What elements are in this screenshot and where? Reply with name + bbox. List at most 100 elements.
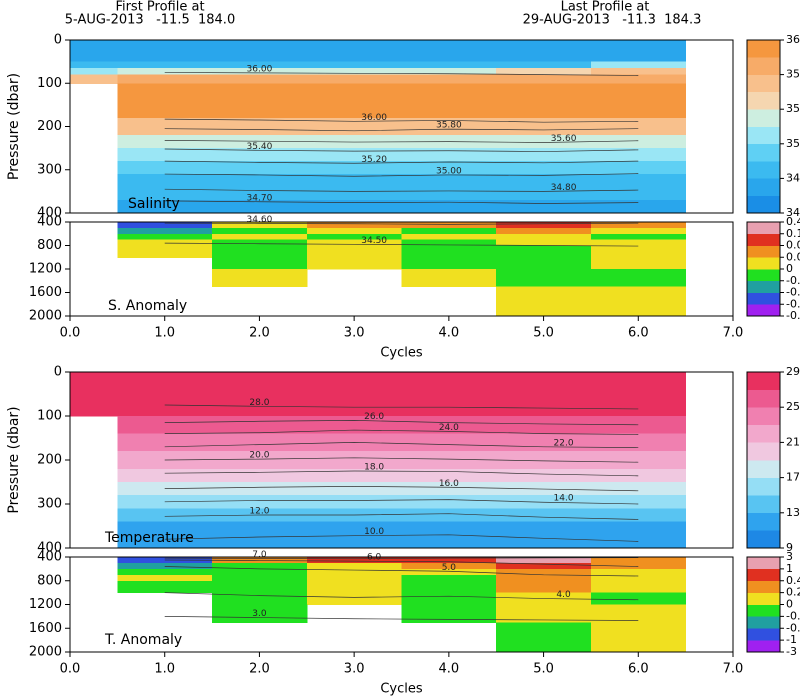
x-tick-label: 2.0 [249,326,270,341]
y-tick-label: 400 [37,215,62,230]
cell [496,245,592,258]
cell [117,83,213,119]
colorbar-band [747,233,780,246]
cell [590,227,687,235]
cell [117,433,213,452]
cell [496,521,592,536]
contour-label: 7.0 [252,550,267,560]
cell [496,239,592,246]
cell [590,187,687,201]
cell [117,174,213,188]
contour-label: 6.0 [367,553,382,563]
cell [590,135,687,149]
contour-label: 36.00 [361,113,387,123]
cell [306,233,402,241]
cell [496,534,592,549]
cell [212,200,308,214]
cell [306,482,402,496]
cell [306,245,402,258]
contour-label: 12.0 [249,507,269,517]
cell [401,482,497,496]
colorbar-tick-label: -0.08 [786,286,800,299]
contour-label: 18.0 [364,463,384,473]
x-tick-label: 6.0 [628,326,649,341]
cell [401,74,497,84]
y-tick-label: 200 [37,119,62,134]
contour [164,160,639,164]
cell [590,562,687,570]
cell [590,482,687,496]
contour [164,592,639,601]
cell [590,557,687,564]
colorbar-tick-label: 36.3 [786,33,800,46]
cell [306,451,402,470]
colorbar-band [747,178,780,196]
contour-label: 28.0 [249,398,269,408]
cell [590,174,687,188]
contour [164,242,639,247]
x-tick-label: 3.0 [344,326,365,341]
colorbar-tick-label: 0.15 [786,227,800,240]
colorbar-tick-label: 21 [786,435,800,448]
cell [212,574,308,582]
colorbar-band [747,557,780,570]
cell [496,468,592,483]
cell [590,222,687,229]
colorbar-band [747,143,780,162]
cell [306,187,402,201]
colorbar-band [747,442,780,461]
cell [117,40,213,63]
cell [306,592,402,605]
contour [164,420,639,426]
contour-label: 34.50 [361,236,387,246]
cell [590,574,687,582]
cell [70,74,118,84]
cell [212,604,308,623]
y-tick-label: 800 [37,238,62,253]
cell [117,372,213,417]
cell [590,233,687,241]
cell [590,68,687,76]
colorbar-tick-label: 0.03 [786,250,800,263]
cell [401,174,497,188]
colorbar-band [747,580,780,593]
panel-label: Salinity [128,196,180,212]
colorbar-band [747,257,780,270]
colorbar-tick-label: 34.94 [786,171,800,184]
cell [212,174,308,188]
colorbar-band [747,195,780,214]
colorbar-band [747,568,780,582]
colorbar-band [747,222,780,235]
contour-label: 35.20 [361,155,387,165]
first-profile-info: 5-AUG-2013 -11.5 184.0 [65,13,235,28]
cell [496,286,592,317]
cell [401,557,497,564]
cell [306,148,402,162]
cell [590,239,687,246]
cell [212,161,308,175]
colorbar-band [747,304,780,317]
colorbar-tick-label: 0.45 [786,215,800,228]
cell [401,117,497,136]
x-tick-label: 5.0 [533,662,554,677]
colorbar-band [747,530,780,549]
cell [212,135,308,149]
cell [212,74,308,84]
colorbar-tick-label: -3 [786,645,797,658]
cell [70,68,118,76]
contour [164,457,639,463]
cell [590,622,687,653]
y-tick-label: 100 [37,409,62,424]
contour-label: 34.70 [247,193,273,203]
cell [306,580,402,594]
cell [117,574,213,582]
cell [401,200,497,214]
cell [496,580,592,594]
cell [496,508,592,523]
y-tick-label: 400 [37,541,62,556]
cell [212,495,308,509]
colorbar-band [747,592,780,605]
cell [306,521,402,536]
y-tick-label: 0 [54,33,62,48]
